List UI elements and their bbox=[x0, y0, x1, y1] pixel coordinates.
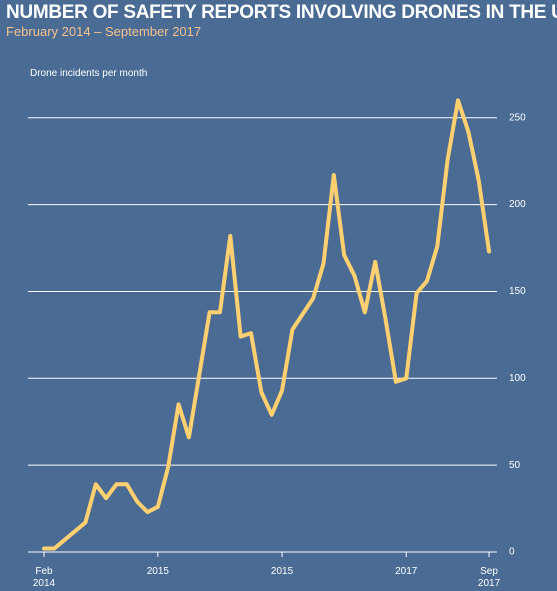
data-line bbox=[42, 98, 492, 551]
y-tick-label: 250 bbox=[509, 112, 526, 123]
x-tick-label: Feb 2014 bbox=[32, 566, 56, 589]
y-tick-label: 150 bbox=[509, 286, 526, 297]
x-tick-label: 2017 bbox=[395, 566, 418, 577]
y-tick-label: 0 bbox=[509, 547, 515, 558]
x-tick-label: 2015 bbox=[146, 566, 169, 577]
chart-title: NUMBER OF SAFETY REPORTS INVOLVING DRONE… bbox=[6, 2, 557, 23]
y-tick-label: 200 bbox=[509, 199, 526, 210]
x-tick-label: Sep 2017 bbox=[477, 566, 501, 589]
y-axis-label: Drone incidents per month bbox=[30, 68, 148, 79]
chart-subtitle: February 2014 – September 2017 bbox=[6, 24, 202, 39]
y-tick-label: 50 bbox=[509, 460, 521, 471]
y-tick-label: 100 bbox=[509, 373, 526, 384]
x-tick-label: 2015 bbox=[270, 566, 294, 577]
